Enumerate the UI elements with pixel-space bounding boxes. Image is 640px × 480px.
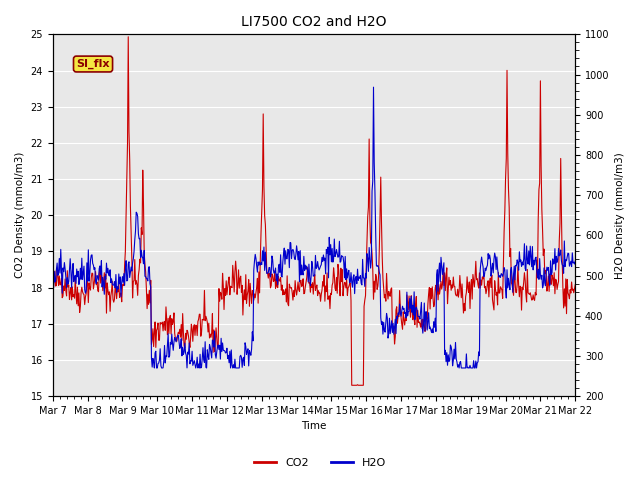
Y-axis label: H2O Density (mmol/m3): H2O Density (mmol/m3) bbox=[615, 152, 625, 278]
Title: LI7500 CO2 and H2O: LI7500 CO2 and H2O bbox=[241, 15, 387, 29]
X-axis label: Time: Time bbox=[301, 421, 326, 432]
Legend: CO2, H2O: CO2, H2O bbox=[250, 453, 390, 472]
Y-axis label: CO2 Density (mmol/m3): CO2 Density (mmol/m3) bbox=[15, 152, 25, 278]
Text: SI_flx: SI_flx bbox=[76, 59, 110, 69]
